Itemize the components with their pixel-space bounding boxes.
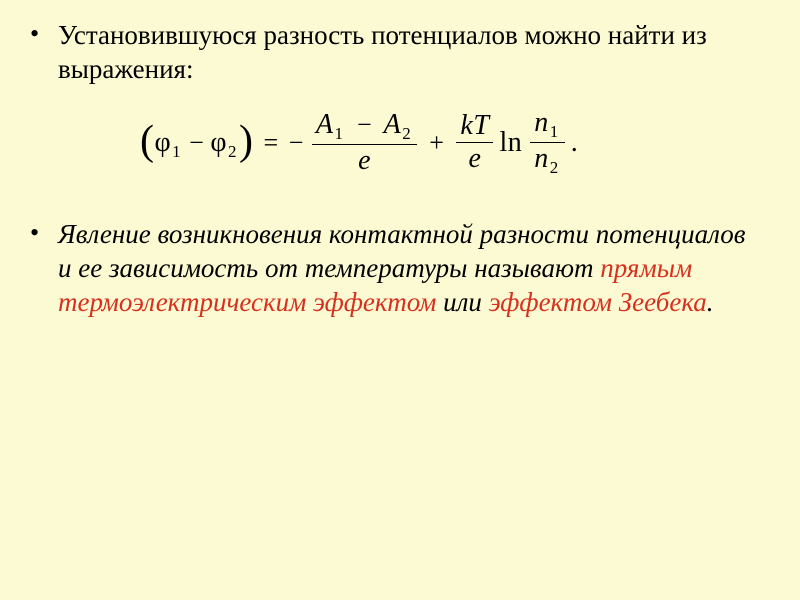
- n-1: n: [534, 108, 549, 138]
- minus-2: −: [357, 110, 372, 139]
- fraction-1: A 1 − A 2 e: [312, 110, 417, 176]
- n-2-sub: 2: [550, 153, 559, 183]
- formula: ( φ 1 − φ 2 ) = − A 1 −: [140, 108, 760, 177]
- n-2: n: [534, 144, 549, 174]
- phi-2-sub: 2: [228, 142, 237, 162]
- fraction-3: n 1 n 2: [530, 108, 565, 177]
- A-2: A: [384, 110, 402, 140]
- A-1: A: [316, 110, 334, 140]
- phi-2: φ: [210, 127, 227, 159]
- bullet-dot-2: •: [30, 217, 58, 319]
- A-2-sub: 2: [402, 119, 411, 149]
- phi-1: φ: [155, 127, 172, 159]
- fraction-2-den: e: [464, 144, 485, 174]
- right-paren: ): [239, 117, 254, 165]
- equals: =: [264, 128, 279, 158]
- seg-2: или: [436, 287, 488, 317]
- left-paren: (: [140, 117, 155, 165]
- ln: ln: [499, 127, 522, 159]
- slide: • Установившуюся разность потенциалов мо…: [0, 0, 800, 345]
- bullet-2-text: Явление возникновения контактной разност…: [58, 217, 760, 319]
- formula-block: ( φ 1 − φ 2 ) = − A 1 −: [30, 108, 760, 177]
- bullet-1: • Установившуюся разность потенциалов мо…: [30, 18, 760, 86]
- bullet-2: • Явление возникновения контактной разно…: [30, 217, 760, 319]
- T: T: [473, 110, 489, 141]
- bullet-dot: •: [30, 18, 58, 86]
- seg-4: .: [707, 287, 714, 317]
- A-1-sub: 1: [334, 119, 343, 149]
- minus-1: −: [189, 128, 204, 158]
- k: k: [460, 110, 473, 141]
- negative-sign: −: [289, 128, 304, 158]
- formula-period: .: [571, 127, 579, 159]
- bullet-1-text: Установившуюся разность потенциалов можн…: [58, 18, 760, 86]
- n-1-sub: 1: [550, 117, 559, 147]
- fraction-1-den: e: [354, 146, 375, 176]
- phi-1-sub: 1: [172, 142, 181, 162]
- plus: +: [429, 128, 444, 158]
- fraction-2: kT e: [456, 111, 493, 174]
- seg-3: эффектом Зеебека: [489, 287, 707, 317]
